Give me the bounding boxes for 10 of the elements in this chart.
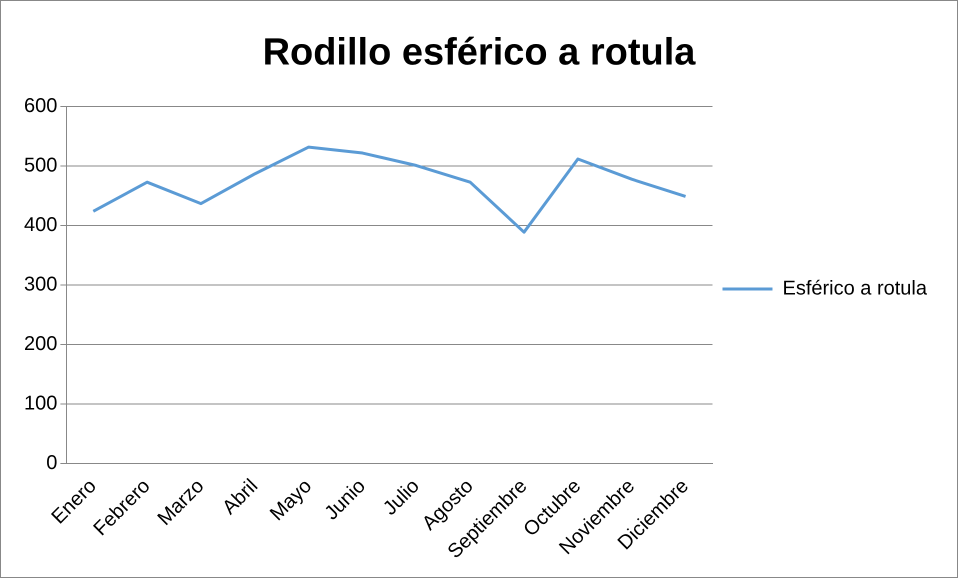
y-tick-label: 100 <box>24 392 58 415</box>
y-tick-label: 300 <box>24 274 58 296</box>
x-tick-label: Julio <box>379 475 424 520</box>
y-tick-label: 200 <box>24 333 58 356</box>
y-tick-label: 0 <box>46 452 58 474</box>
y-tick-label: 400 <box>24 214 58 236</box>
chart-title: Rodillo esférico a rotula <box>262 31 696 74</box>
y-tick-label: 500 <box>24 154 58 177</box>
y-tick-label: 600 <box>24 95 58 118</box>
legend-label: Esférico a rotula <box>782 278 928 300</box>
